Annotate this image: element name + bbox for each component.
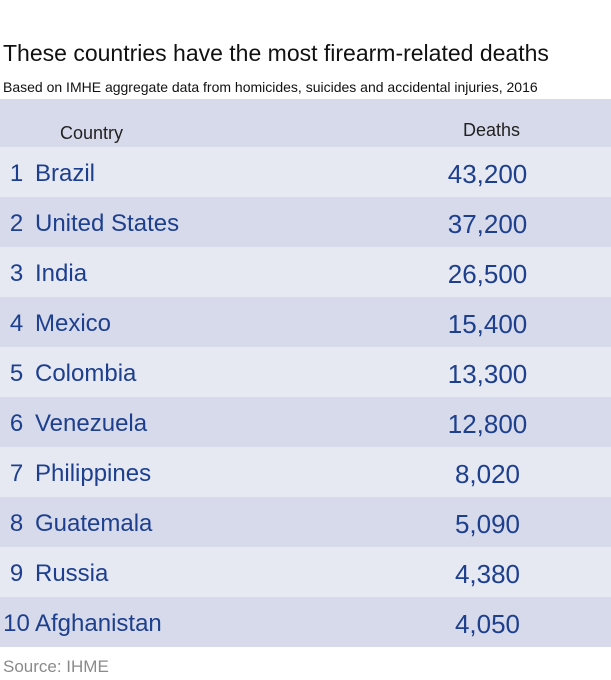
row-deaths: 37,200 <box>447 209 528 239</box>
table-body: 1 Brazil 43,200 2 United States 37,200 3 India 2… <box>0 147 611 647</box>
row-rank: 2 <box>9 210 24 237</box>
row-rank: 7 <box>9 460 24 487</box>
row-deaths: 26,500 <box>447 259 528 289</box>
table-row: 3 India 26,500 <box>0 247 611 297</box>
row-deaths: 8,020 <box>454 459 521 489</box>
row-country: United States <box>35 210 180 237</box>
row-rank: 9 <box>9 560 24 587</box>
row-country: Philippines <box>35 460 152 487</box>
table-row: 10 Afghanistan 4,050 <box>0 597 611 647</box>
row-country: Guatemala <box>35 510 153 537</box>
row-rank: 6 <box>9 410 24 437</box>
chart-subtitle: Based on IMHE aggregate data from homici… <box>3 79 538 95</box>
row-deaths: 4,050 <box>454 609 521 639</box>
row-country: Russia <box>35 560 109 587</box>
table-row: 1 Brazil 43,200 <box>0 147 611 197</box>
row-rank: 1 <box>9 160 24 187</box>
header-country: Country <box>60 123 124 143</box>
row-country: India <box>35 260 88 287</box>
table-row: 9 Russia 4,380 <box>0 547 611 597</box>
table-row: 8 Guatemala 5,090 <box>0 497 611 547</box>
table-row: 4 Mexico 15,400 <box>0 297 611 347</box>
row-rank: 8 <box>9 510 24 537</box>
table-row: 2 United States 37,200 <box>0 197 611 247</box>
row-deaths: 15,400 <box>447 309 528 339</box>
row-country: Colombia <box>35 360 137 387</box>
table-row: 7 Philippines 8,020 <box>0 447 611 497</box>
table-row: 5 Colombia 13,300 <box>0 347 611 397</box>
header-deaths: Deaths <box>462 120 521 140</box>
chart-title: These countries have the most firearm-re… <box>3 40 549 66</box>
row-deaths: 43,200 <box>447 159 528 189</box>
table-header: Country Deaths <box>0 99 611 147</box>
row-country: Mexico <box>35 310 112 337</box>
row-country: Afghanistan <box>35 610 162 637</box>
row-deaths: 13,300 <box>447 359 528 389</box>
row-deaths: 5,090 <box>454 509 521 539</box>
row-country: Brazil <box>35 160 96 187</box>
row-country: Venezuela <box>35 410 148 437</box>
row-deaths: 12,800 <box>447 409 528 439</box>
row-deaths: 4,380 <box>454 559 521 589</box>
deaths-table: Country Deaths 1 Brazil 43,200 2 United Stat… <box>0 99 611 647</box>
row-rank: 10 <box>3 610 30 637</box>
table-row: 6 Venezuela 12,800 <box>0 397 611 447</box>
row-rank: 4 <box>9 310 24 337</box>
row-rank: 5 <box>9 360 24 387</box>
row-rank: 3 <box>9 260 24 287</box>
source-note: Source: IHME <box>3 657 109 676</box>
